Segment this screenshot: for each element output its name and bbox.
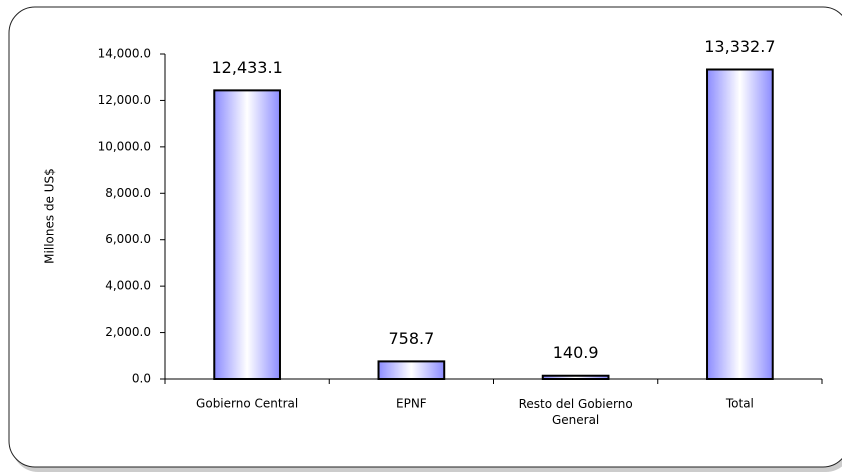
y-tick-label: 2,000.0: [105, 325, 151, 339]
y-tick-label: 14,000.0: [98, 47, 151, 61]
value-label: 758.7: [388, 329, 434, 348]
bar: [541, 374, 610, 380]
x-tick-label: Gobierno Central: [196, 397, 298, 411]
y-axis-label: Millones de US$: [43, 168, 57, 264]
y-tick-label: 0.0: [132, 372, 151, 386]
bar: [377, 360, 446, 381]
x-tick-label: Resto del Gobierno General: [519, 397, 633, 427]
value-label: 12,433.1: [212, 58, 283, 77]
bar: [706, 68, 774, 380]
y-tick-label: 6,000.0: [105, 232, 151, 246]
y-tick-label: 4,000.0: [105, 279, 151, 293]
value-label: 140.9: [553, 343, 599, 362]
y-tick-label: 8,000.0: [105, 186, 151, 200]
y-tick-label: 12,000.0: [98, 93, 151, 107]
x-tick-label: Total: [725, 397, 754, 411]
bar: [213, 89, 281, 381]
y-tick-label: 10,000.0: [98, 139, 151, 153]
value-label: 13,332.7: [704, 37, 775, 56]
x-tick-label: EPNF: [396, 397, 427, 411]
